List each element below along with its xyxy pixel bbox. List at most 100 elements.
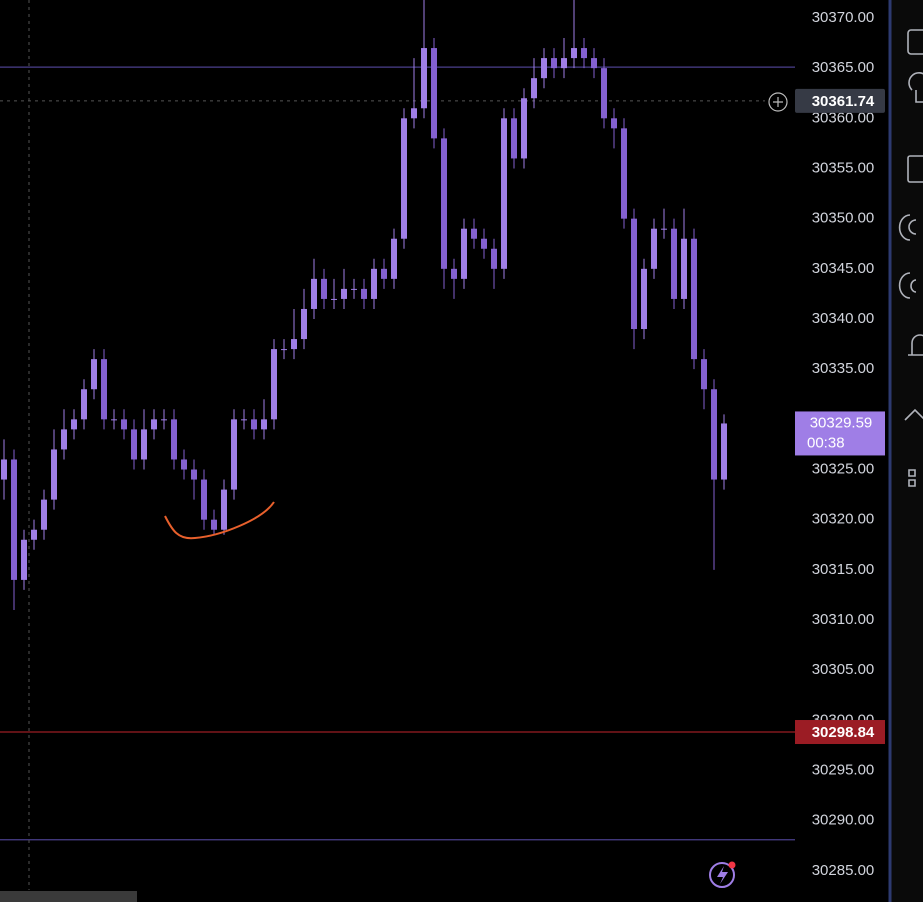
candle-body [81,389,87,420]
candle-body [321,278,327,299]
add-button[interactable] [768,92,788,112]
candle-body [141,429,147,460]
candle-body [231,419,237,490]
toolbar-icon[interactable] [898,272,917,299]
candle-body [241,419,247,421]
candle-body [681,238,687,299]
candle-body [591,58,597,69]
candle-body [1,459,7,480]
toolbar-icon[interactable] [907,29,923,55]
candle-body [281,349,287,351]
y-tick-label: 30360.00 [812,109,875,126]
candle-body [91,359,97,390]
alert-price-box [795,720,885,745]
candle-body [571,48,577,59]
candle-body [301,308,307,340]
candle-body [501,118,507,269]
candle-body [721,423,727,480]
candle-body [481,238,487,249]
y-tick-label: 30365.00 [812,59,875,76]
candle-body [701,359,707,390]
y-tick-label: 30340.00 [812,310,875,327]
candle-body [111,419,117,421]
candle-body [631,218,637,330]
candle-body [201,479,207,520]
candle-body [381,268,387,279]
candle-body [291,339,297,350]
y-tick-label: 30370.00 [812,9,875,26]
candle-body [221,489,227,530]
last-price: 30329.59 [810,414,873,431]
toolbar-icon[interactable] [904,408,923,421]
countdown: 00:38 [807,434,845,451]
toolbar-icon[interactable] [908,334,923,356]
candle-body [511,118,517,159]
candle-body [71,419,77,430]
candle-body [391,238,397,279]
candle-body [491,248,497,269]
y-tick-label: 30335.00 [812,360,875,377]
last-price-box [795,411,885,456]
alert-price: 30298.84 [812,724,875,741]
y-tick-label: 30345.00 [812,260,875,277]
icon-dot [728,861,736,869]
candle-body [371,268,377,299]
candle-body [151,419,157,430]
candle-body [421,48,427,109]
y-tick-label: 30350.00 [812,210,875,227]
candle-body [401,118,407,239]
plot-area [0,0,795,841]
candle-body [41,499,47,530]
candle-body [471,228,477,239]
candle-body [601,68,607,119]
candle-body [611,118,617,129]
candle-body [531,78,537,99]
candle-body [351,288,357,290]
y-tick-label: 30325.00 [812,460,875,477]
candle-body [101,359,107,420]
candle-body [651,228,657,269]
candle-body [131,429,137,460]
quick-action-icon[interactable] [709,861,736,888]
candle-body [211,519,217,530]
candle-body [251,419,257,430]
y-tick-label: 30310.00 [812,611,875,628]
candle-body [181,459,187,470]
plus-sign [773,97,783,107]
candle-body [161,419,167,421]
candle-body [261,419,267,430]
crosshair-price: 30361.74 [812,93,875,110]
candle-body [451,268,457,279]
candle-body [551,58,557,69]
y-tick-label: 30295.00 [812,762,875,779]
drawing-annotation [164,501,275,540]
candle-body [341,288,347,299]
candle-body [671,228,677,299]
candle-body [621,128,627,219]
candle-body [461,228,467,279]
candle-body [191,469,197,480]
candle-body [641,268,647,330]
candle-body [431,48,437,139]
toolbar-icon[interactable] [898,214,917,241]
y-tick-label: 30355.00 [812,159,875,176]
price-axis: 30285.0030290.0030295.0030300.0030305.00… [795,9,885,879]
y-tick-label: 30290.00 [812,812,875,829]
plus-circle [768,92,788,112]
candle-body [691,238,697,360]
candle-body [21,539,27,580]
toolbar-icon[interactable] [907,155,923,183]
y-tick-label: 30315.00 [812,561,875,578]
candle-body [581,48,587,59]
candle-body [361,288,367,299]
candle-body [411,108,417,119]
candle-body [51,449,57,500]
toolbar-icon[interactable] [908,469,916,487]
icon-circle [709,862,735,888]
y-tick-label: 30285.00 [812,862,875,879]
candle-body [661,228,667,230]
crosshair-price-box [795,88,885,113]
scrollbar [0,891,137,902]
